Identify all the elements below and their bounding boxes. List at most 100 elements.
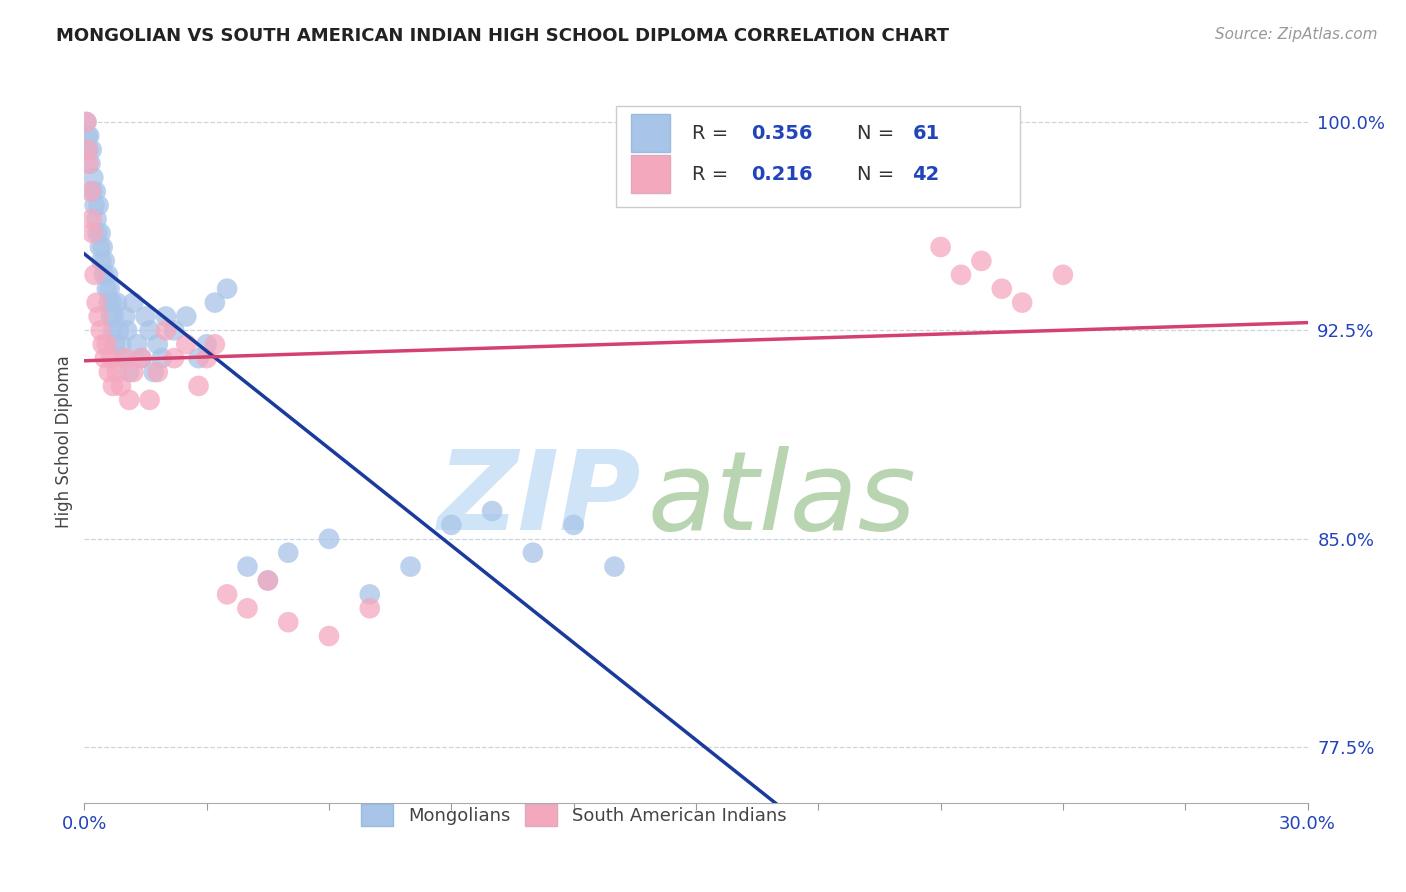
Point <box>131 351 153 366</box>
Point <box>108 323 131 337</box>
Text: N =: N = <box>858 123 901 143</box>
Point <box>93 254 115 268</box>
Text: 61: 61 <box>912 123 939 143</box>
Point <box>131 351 153 366</box>
Point <box>76 128 98 143</box>
Text: Source: ZipAtlas.com: Source: ZipAtlas.com <box>1215 27 1378 42</box>
Point <box>118 392 141 407</box>
Point <box>90 226 112 240</box>
Point <box>440 517 463 532</box>
Point <box>1011 295 1033 310</box>
FancyBboxPatch shape <box>616 105 1021 207</box>
Point <box>122 295 145 310</box>
Point <box>100 310 122 324</box>
Point <box>114 351 136 366</box>
Point <box>195 351 218 366</box>
Text: ZIP: ZIP <box>437 446 641 553</box>
Point <box>86 226 108 240</box>
Point <box>77 128 100 143</box>
Point <box>77 143 100 157</box>
Point <box>481 504 503 518</box>
Point <box>90 323 112 337</box>
Point <box>217 282 239 296</box>
Point <box>118 365 141 379</box>
Text: 0.356: 0.356 <box>751 123 813 143</box>
Point <box>86 295 108 310</box>
Point <box>155 310 177 324</box>
Point <box>359 587 381 601</box>
Point <box>93 351 115 366</box>
Point <box>163 323 186 337</box>
Text: MONGOLIAN VS SOUTH AMERICAN INDIAN HIGH SCHOOL DIPLOMA CORRELATION CHART: MONGOLIAN VS SOUTH AMERICAN INDIAN HIGH … <box>56 27 949 45</box>
Point <box>82 170 104 185</box>
Point <box>83 198 105 212</box>
FancyBboxPatch shape <box>631 155 671 193</box>
Y-axis label: High School Diploma: High School Diploma <box>55 355 73 528</box>
Legend: Mongolians, South American Indians: Mongolians, South American Indians <box>354 797 793 833</box>
Point <box>603 559 626 574</box>
Point <box>82 185 104 199</box>
Point <box>96 282 118 296</box>
Point <box>101 323 124 337</box>
Point <box>522 546 544 560</box>
Point <box>970 254 993 268</box>
Point <box>98 282 121 296</box>
Point <box>87 310 110 324</box>
Point <box>991 282 1014 296</box>
Point <box>318 532 340 546</box>
Point <box>187 379 209 393</box>
Point <box>236 601 259 615</box>
Point <box>236 559 259 574</box>
Point <box>105 365 128 379</box>
Point <box>138 392 160 407</box>
Point <box>86 212 108 227</box>
FancyBboxPatch shape <box>631 114 671 152</box>
Point <box>142 365 165 379</box>
Point <box>155 323 177 337</box>
Point <box>100 351 122 366</box>
Point <box>1052 268 1074 282</box>
Point <box>80 212 103 227</box>
Point <box>75 115 97 129</box>
Point <box>97 268 120 282</box>
Point <box>187 351 209 366</box>
Point <box>146 337 169 351</box>
Point <box>204 337 226 351</box>
Point <box>93 268 115 282</box>
Point <box>127 337 149 351</box>
Point <box>101 295 124 310</box>
Point <box>84 185 107 199</box>
Point <box>114 310 136 324</box>
Point <box>101 379 124 393</box>
Point <box>115 323 138 337</box>
Point <box>112 351 135 366</box>
Point <box>277 546 299 560</box>
Point <box>89 240 111 254</box>
Point <box>76 143 98 157</box>
Point <box>97 295 120 310</box>
Point <box>104 337 127 351</box>
Point <box>91 337 114 351</box>
Point <box>277 615 299 630</box>
Point <box>204 295 226 310</box>
Point <box>359 601 381 615</box>
Point <box>80 143 103 157</box>
Point <box>75 115 97 129</box>
Point <box>163 351 186 366</box>
Point <box>399 559 422 574</box>
Point <box>929 240 952 254</box>
Point <box>82 226 104 240</box>
Point <box>135 310 157 324</box>
Point <box>195 337 218 351</box>
Point <box>562 517 585 532</box>
Point <box>257 574 280 588</box>
Point <box>91 240 114 254</box>
Text: R =: R = <box>692 123 735 143</box>
Point <box>97 365 120 379</box>
Point <box>146 365 169 379</box>
Text: 42: 42 <box>912 165 939 184</box>
Point <box>110 379 132 393</box>
Point <box>83 268 105 282</box>
Point <box>96 337 118 351</box>
Point <box>90 254 112 268</box>
